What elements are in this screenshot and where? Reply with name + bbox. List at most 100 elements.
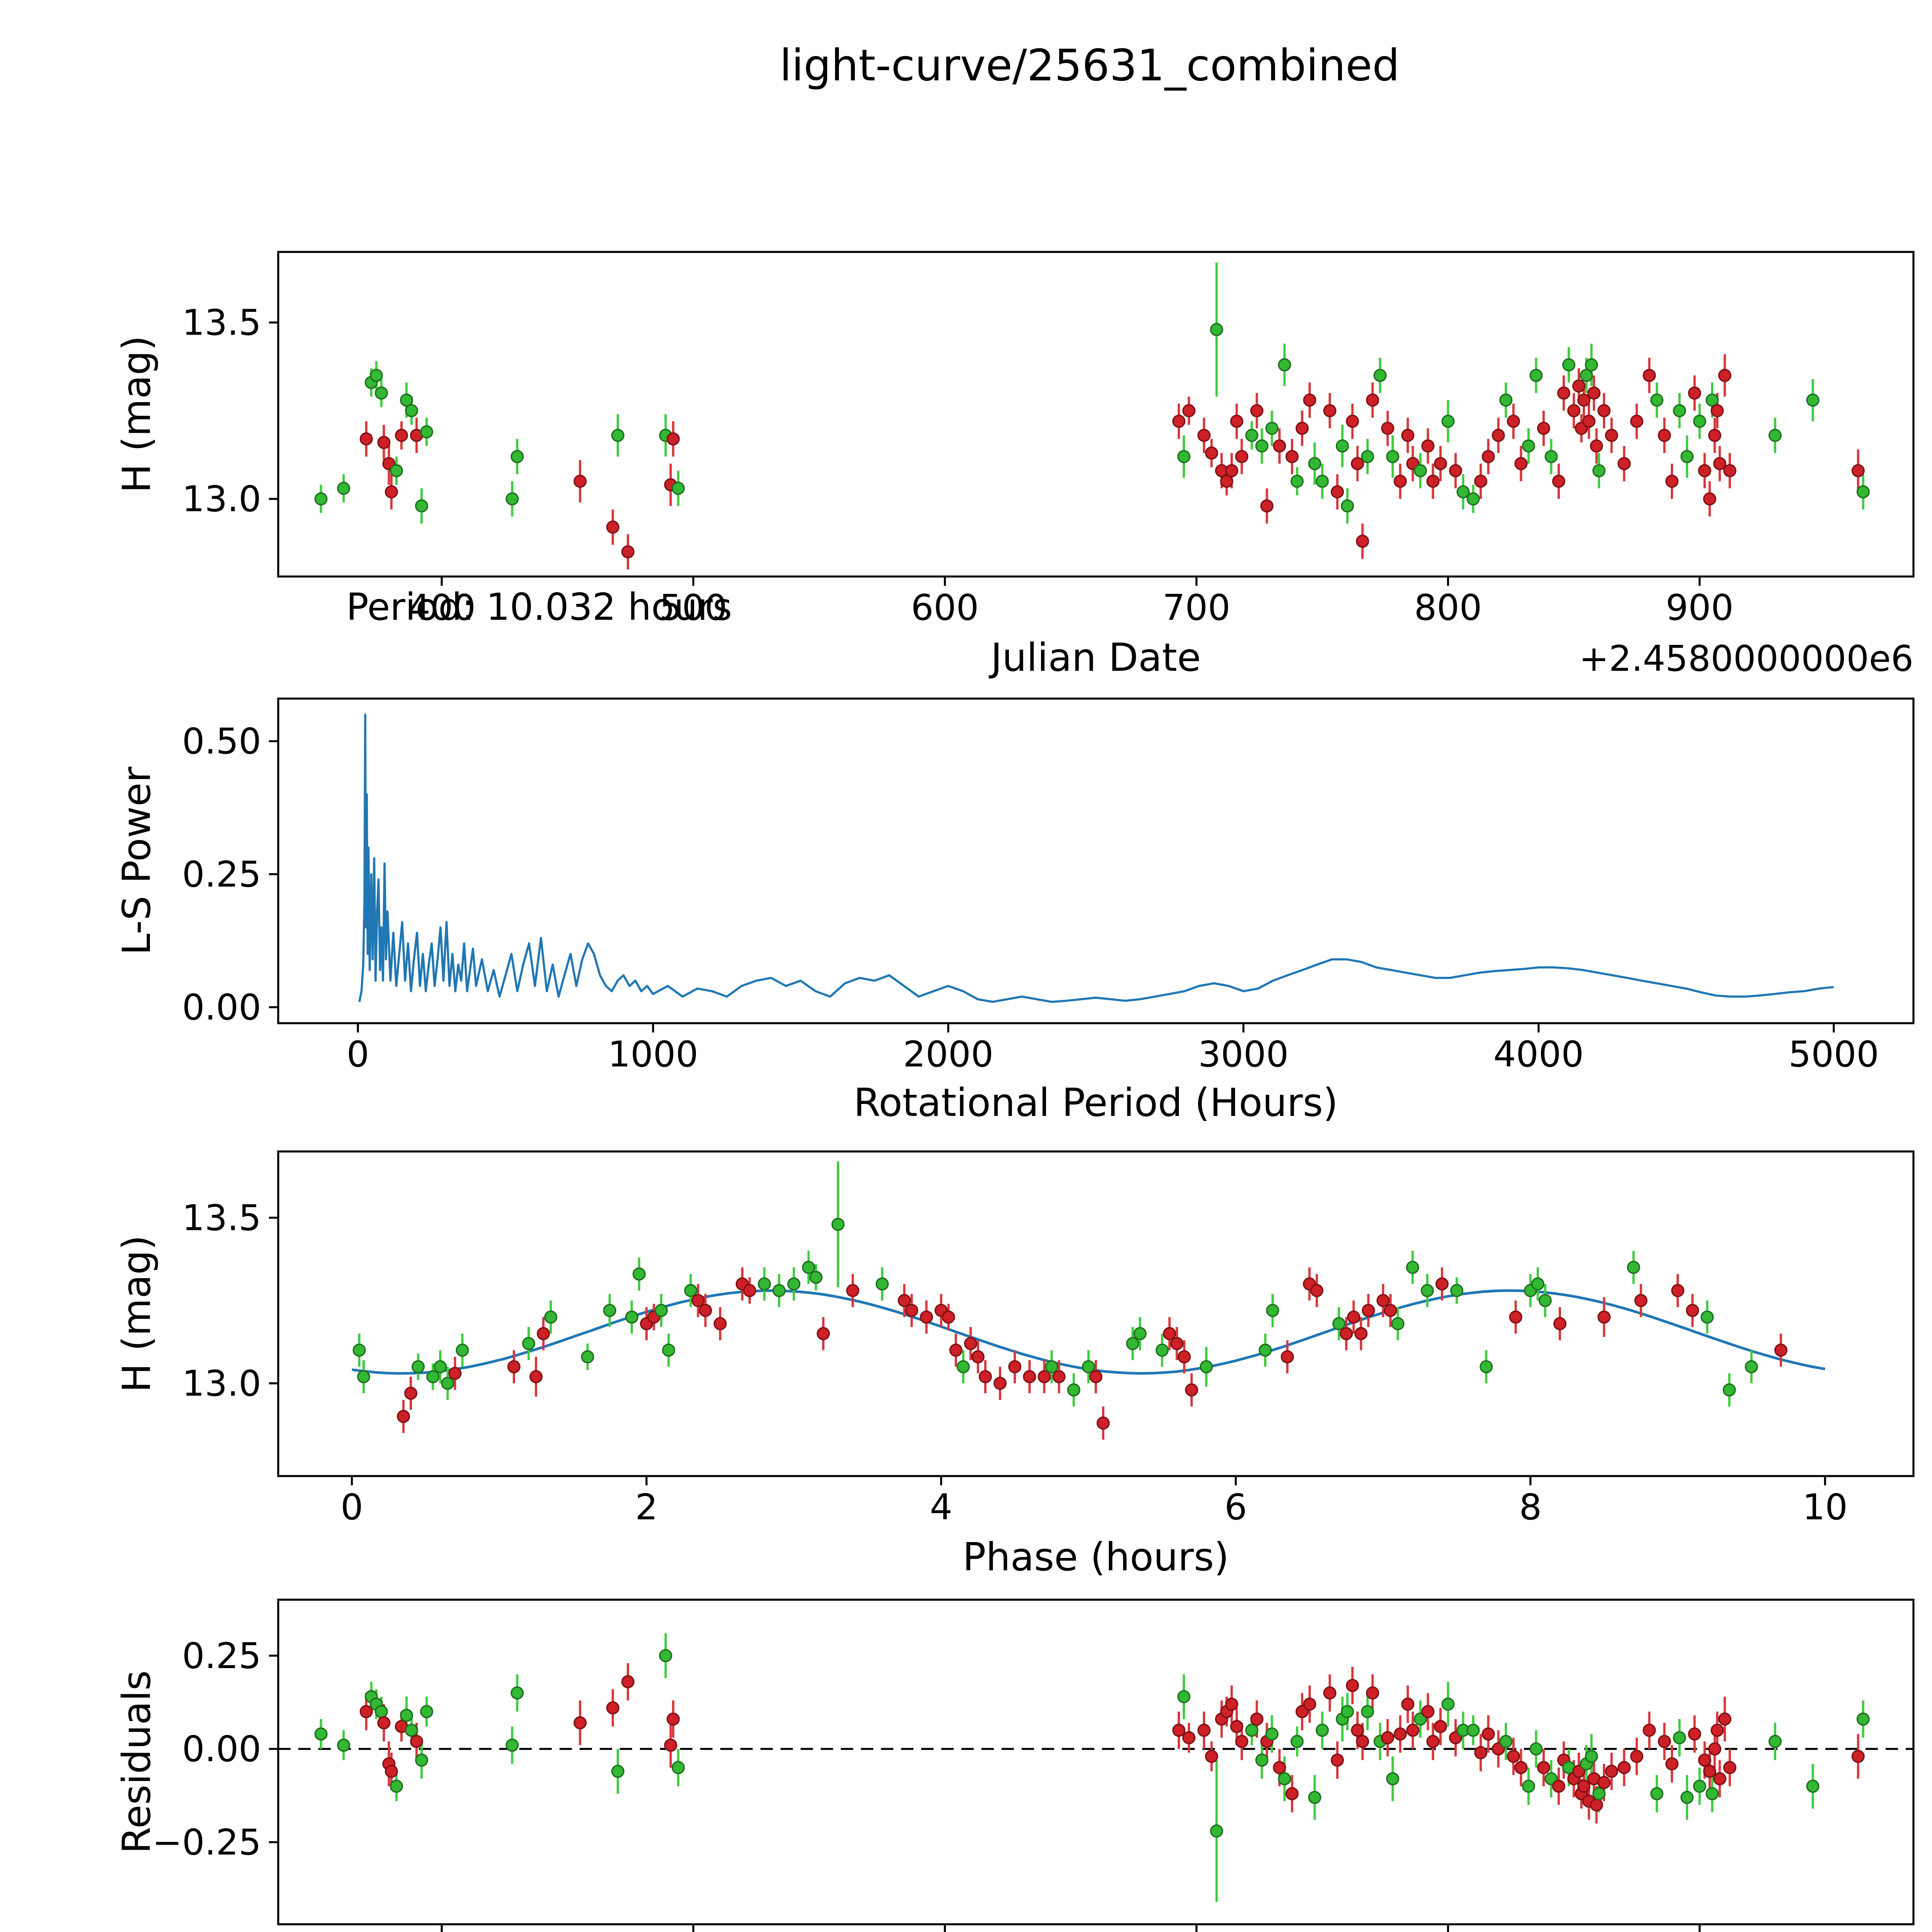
data-point — [1225, 1697, 1238, 1711]
data-point — [1713, 1772, 1726, 1786]
data-point — [1406, 1261, 1419, 1274]
data-point — [1406, 1723, 1420, 1737]
data-point — [1474, 1746, 1488, 1759]
axes-frame — [277, 1150, 1915, 1477]
data-point — [1480, 1360, 1493, 1374]
data-point — [667, 432, 680, 446]
data-point — [1356, 1735, 1369, 1748]
data-point — [1265, 422, 1279, 435]
data-point — [1290, 474, 1304, 488]
plot-panels: 400 500 600 700 800 900 13.0 13.5 0 1000 2000 3000 4… — [152, 251, 1915, 1932]
data-point — [1172, 1723, 1185, 1737]
data-point — [691, 1294, 705, 1307]
data-point — [1230, 415, 1243, 428]
x-tick-label: 0 — [347, 1034, 369, 1075]
data-point — [1373, 369, 1387, 382]
data-point — [1366, 1686, 1379, 1700]
data-point — [405, 404, 418, 417]
data-point — [537, 1327, 550, 1340]
ylabel-residuals: Residuals — [114, 1670, 159, 1854]
data-point — [1587, 386, 1601, 400]
data-point — [374, 1705, 388, 1718]
data-point — [1658, 429, 1671, 442]
data-point — [1052, 1370, 1066, 1383]
data-point — [1315, 1723, 1329, 1737]
data-point — [1585, 1750, 1598, 1763]
data-point — [667, 1712, 680, 1726]
data-point — [1341, 499, 1354, 513]
data-point — [1351, 1723, 1364, 1737]
data-point — [1177, 1350, 1191, 1364]
x-tick-label: 600 — [911, 587, 979, 628]
data-point — [1592, 464, 1606, 478]
axes-frame — [277, 697, 1915, 1024]
data-point — [1170, 1337, 1184, 1350]
data-point — [1163, 1327, 1176, 1340]
data-point — [1401, 429, 1415, 442]
x-tick-label: 4000 — [1493, 1034, 1584, 1075]
data-point — [505, 492, 519, 506]
data-point — [603, 1304, 616, 1317]
data-point — [1466, 492, 1480, 506]
data-point — [1278, 1772, 1291, 1786]
data-point — [846, 1284, 859, 1298]
data-point — [359, 1705, 373, 1718]
data-point — [964, 1337, 977, 1350]
data-point — [1597, 1776, 1611, 1789]
data-point — [942, 1310, 955, 1324]
x-tick-label: 900 — [1666, 587, 1734, 628]
offset-text-lightcurve: +2.4580000000e6 — [1579, 638, 1913, 679]
data-point — [831, 1218, 845, 1231]
data-point — [1507, 415, 1520, 428]
data-point — [1008, 1360, 1022, 1374]
data-point — [876, 1277, 889, 1291]
panel-periodogram: 0 1000 2000 3000 4000 5000 0.00 0.25 0.50 — [182, 697, 1915, 1075]
data-point — [1303, 1697, 1316, 1711]
data-point — [1177, 1690, 1190, 1704]
data-point — [1680, 1791, 1694, 1804]
y-tick-label: 0.25 — [182, 1635, 261, 1677]
data-point — [1245, 1723, 1259, 1737]
data-point — [1235, 1735, 1248, 1748]
data-point — [1706, 393, 1719, 407]
data-point — [1630, 1750, 1643, 1763]
data-point — [400, 1709, 413, 1722]
data-point — [1856, 1712, 1870, 1726]
data-point — [1643, 369, 1656, 382]
panel-lightcurve-jd: 400 500 600 700 800 900 13.0 13.5 — [182, 251, 1915, 628]
data-point — [1315, 474, 1329, 488]
data-point — [659, 1649, 672, 1662]
data-point — [1401, 1697, 1415, 1711]
data-point — [1354, 1327, 1368, 1340]
data-point — [979, 1370, 992, 1383]
data-point — [337, 481, 350, 495]
y-tick-label: 13.0 — [182, 1363, 261, 1404]
data-point — [1205, 1750, 1218, 1763]
data-point — [1391, 1317, 1405, 1330]
ylabel-phase: H (mag) — [114, 1235, 159, 1392]
data-point — [1509, 1310, 1522, 1324]
data-point — [816, 1327, 830, 1340]
data-point — [1671, 1284, 1684, 1298]
data-point — [672, 481, 685, 495]
data-point — [581, 1350, 594, 1364]
data-point — [1499, 1735, 1513, 1748]
data-point — [1544, 450, 1558, 463]
data-point — [1331, 485, 1344, 498]
data-point — [1552, 474, 1565, 488]
data-point — [1492, 429, 1505, 442]
data-point — [1522, 439, 1535, 453]
x-tick-label: 0 — [340, 1486, 363, 1528]
data-point — [758, 1277, 771, 1291]
data-point — [505, 1738, 519, 1752]
data-point — [1336, 439, 1349, 453]
data-point — [1250, 404, 1264, 417]
data-point — [1225, 464, 1238, 478]
data-point — [1590, 439, 1603, 453]
data-point — [1347, 1310, 1361, 1324]
x-tick-label: 2000 — [903, 1034, 993, 1075]
data-point — [1346, 1679, 1359, 1692]
data-point — [1266, 1304, 1279, 1317]
data-point — [529, 1370, 543, 1383]
